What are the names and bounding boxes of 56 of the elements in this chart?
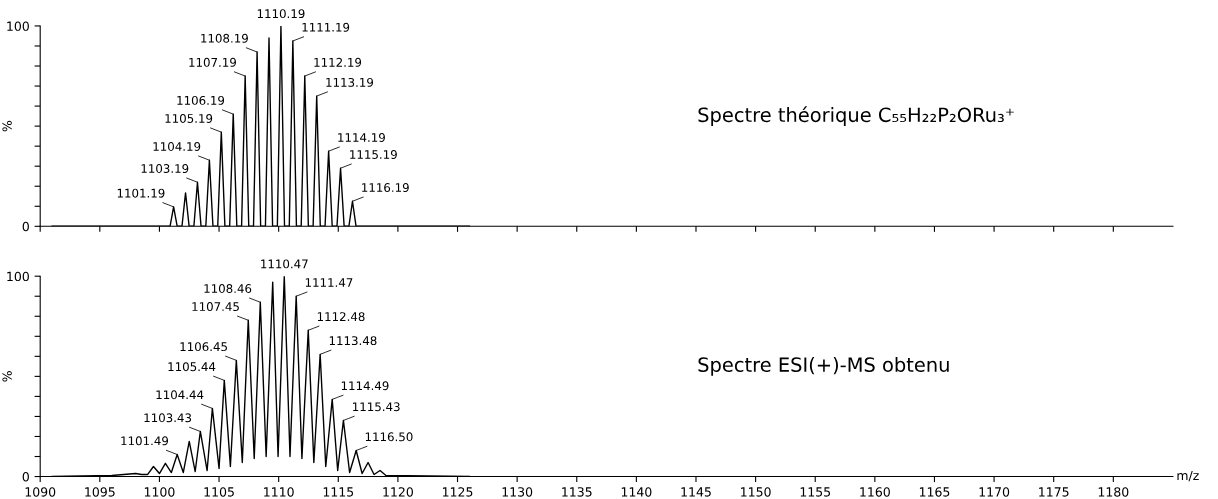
y-tick-label: 100: [7, 271, 29, 282]
x-tick-label: 1090: [25, 487, 56, 497]
x-tick-label: 1180: [1098, 487, 1129, 497]
x-tick-label: 1125: [442, 487, 473, 497]
annotation: 1112.48: [317, 312, 365, 322]
x-tick-label: 1165: [919, 487, 950, 497]
annotation: 1101.49: [121, 436, 169, 446]
annotation: 1116.19: [362, 183, 409, 193]
x-tick-label: 1150: [741, 487, 771, 497]
annotation: 1114.19: [338, 133, 385, 142]
x-tick-label: 1110: [264, 487, 294, 497]
annotation: 1116.50: [365, 432, 413, 442]
annotation: 1110.19: [257, 9, 305, 19]
annotation: 1110.47: [261, 259, 308, 269]
y-tick-label: 100: [7, 21, 29, 31]
x-tick-label: 1135: [562, 487, 592, 497]
x-tick-label: 1170: [979, 487, 1010, 497]
annotation: 1106.19: [177, 95, 225, 105]
annotation: 1111.47: [305, 278, 353, 287]
annotation: 1112.19: [314, 57, 362, 67]
x-tick-label: 1095: [85, 487, 115, 497]
annotation: 1105.44: [168, 362, 216, 372]
annotation: 1101.19: [117, 188, 165, 198]
x-tick-label: 1105: [204, 487, 234, 497]
annotation: 1107.45: [192, 302, 239, 312]
annotation: 1114.49: [341, 381, 389, 391]
y-tick-label: 0: [22, 221, 29, 232]
annotation: 1104.44: [156, 390, 204, 400]
x-tick-label: 1100: [144, 487, 175, 497]
y-axis-title: %: [2, 120, 12, 132]
x-tick-label: 1160: [860, 487, 890, 497]
x-tick-label: 1145: [681, 487, 711, 497]
annotation: 1107.19: [189, 57, 236, 67]
x-tick-label: 1115: [323, 487, 354, 497]
annotation: 1111.19: [302, 22, 350, 32]
x-tick-label: 1120: [383, 487, 413, 497]
annotation: 1103.19: [141, 164, 189, 173]
annotation: Spectre ESI(+)-MS obtenu: [698, 356, 949, 376]
annotation: 1105.19: [165, 113, 213, 123]
x-tick-label: 1155: [800, 487, 831, 497]
annotation: Spectre théorique C₅₅H₂₂P₂ORu₃⁺: [698, 106, 1014, 126]
annotation: 1113.48: [329, 336, 377, 346]
x-tick-label: 1130: [502, 487, 533, 497]
y-tick-label: 0: [22, 472, 29, 482]
annotation: 1115.19: [350, 150, 397, 159]
x-tick-label: 1140: [621, 487, 652, 497]
x-axis-title: m/z: [1177, 470, 1199, 482]
x-tick-label: 1175: [1039, 487, 1069, 497]
annotation: 1106.45: [180, 342, 227, 352]
annotation: 1104.19: [153, 142, 201, 151]
annotation: 1108.46: [204, 284, 252, 294]
annotation: 1103.43: [144, 413, 192, 423]
y-axis-title: %: [2, 371, 12, 382]
annotation: 1115.43: [353, 402, 400, 412]
annotation: 1113.19: [326, 77, 374, 87]
annotation: 1108.19: [201, 33, 248, 43]
